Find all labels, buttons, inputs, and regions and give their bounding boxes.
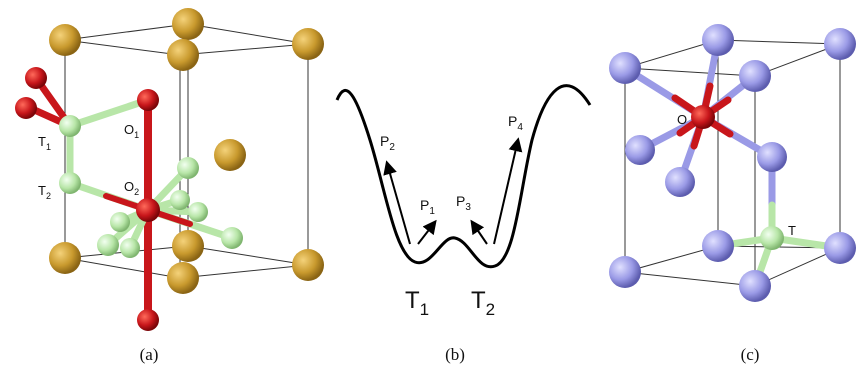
arrows-b [387, 140, 518, 244]
caption-b: (b) [445, 345, 465, 364]
bonds-a [30, 78, 232, 320]
label-p1: P1 [420, 197, 435, 217]
label-t2-a: T2 [38, 183, 51, 201]
arrow-p2 [387, 163, 410, 244]
caption-c: (c) [741, 345, 760, 364]
label-p2: P2 [380, 133, 395, 153]
label-t-c: T [788, 223, 796, 238]
panel-c: O T (c) [609, 24, 856, 364]
label-t2-b: T2 [471, 287, 495, 319]
energy-curve [337, 86, 590, 267]
caption-a: (a) [140, 345, 159, 364]
label-p4: P4 [508, 113, 523, 133]
panel-b: P2 P1 P3 P4 T1 T2 (b) [337, 86, 590, 364]
label-t1-a: T1 [38, 134, 51, 152]
panel-a: T1 T2 O1 O2 (a) [15, 8, 324, 364]
label-o1-a: O1 [124, 122, 139, 140]
arrow-p3 [472, 222, 487, 244]
blue-atoms-c [609, 24, 856, 302]
tetrahedral-atom-c [760, 226, 784, 250]
oxygen-atom-c [691, 105, 715, 129]
metal-atoms-a [49, 8, 324, 294]
label-o-c: O [677, 112, 687, 127]
label-t1-b: T1 [405, 287, 429, 319]
arrow-p1 [418, 222, 435, 244]
label-o2-a: O2 [124, 179, 139, 197]
label-p3: P3 [456, 193, 471, 213]
